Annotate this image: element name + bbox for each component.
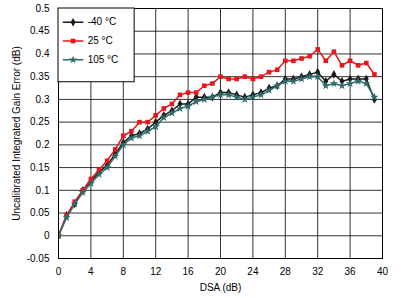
- svg-text:16: 16: [183, 266, 195, 277]
- svg-text:0: 0: [44, 230, 50, 241]
- svg-text:0.4: 0.4: [36, 48, 50, 59]
- svg-text:Uncalibrated Integrated Gain E: Uncalibrated Integrated Gain Error (dB): [11, 46, 22, 221]
- svg-text:DSA (dB): DSA (dB): [200, 282, 242, 293]
- svg-text:0.1: 0.1: [36, 185, 50, 196]
- svg-text:0.3: 0.3: [36, 94, 50, 105]
- svg-text:8: 8: [121, 266, 127, 277]
- svg-text:12: 12: [150, 266, 162, 277]
- svg-text:0.35: 0.35: [30, 71, 50, 82]
- svg-text:0.05: 0.05: [30, 207, 50, 218]
- svg-text:105 °C: 105 °C: [88, 54, 119, 65]
- svg-text:24: 24: [247, 266, 259, 277]
- svg-text:-40 °C: -40 °C: [88, 16, 116, 27]
- svg-text:0: 0: [56, 266, 62, 277]
- svg-text:-0.05: -0.05: [27, 253, 50, 264]
- svg-text:28: 28: [280, 266, 292, 277]
- svg-text:0.25: 0.25: [30, 116, 50, 127]
- svg-text:25 °C: 25 °C: [88, 35, 113, 46]
- svg-text:20: 20: [215, 266, 227, 277]
- svg-text:0.15: 0.15: [30, 162, 50, 173]
- svg-text:0.5: 0.5: [36, 3, 50, 14]
- svg-text:40: 40: [377, 266, 389, 277]
- svg-text:0.2: 0.2: [36, 139, 50, 150]
- svg-text:0.45: 0.45: [30, 25, 50, 36]
- svg-text:32: 32: [312, 266, 324, 277]
- svg-text:4: 4: [88, 266, 94, 277]
- svg-text:36: 36: [345, 266, 357, 277]
